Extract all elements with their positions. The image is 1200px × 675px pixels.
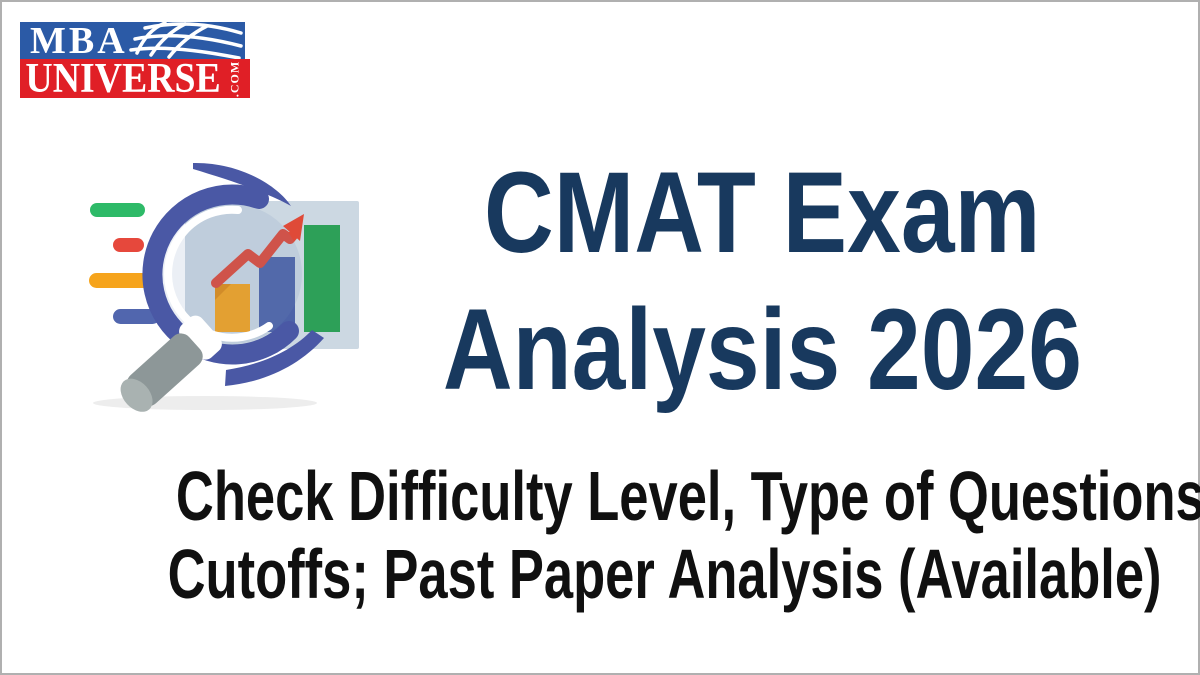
trend-arrow-line — [211, 228, 300, 288]
logo-universe-bar: UNIVERSE .COM — [20, 55, 250, 102]
chart-panel — [185, 201, 359, 349]
magnifier-ring — [142, 184, 299, 365]
speed-line-red — [113, 238, 144, 252]
subtitle: Check Difficulty Level, Type of Question… — [2, 457, 1200, 613]
magnifier-chart-illustration — [89, 162, 359, 412]
lens-tint — [162, 204, 302, 344]
lens-rim — [164, 205, 273, 342]
brand-logo: MBA UNIVERSE .COM — [20, 22, 250, 102]
subtitle-line-1: Check Difficulty Level, Type of Question… — [175, 457, 1200, 535]
logo-mba-text: MBA — [30, 22, 128, 59]
title-line-2: Analysis 2026 — [442, 286, 1082, 414]
handle-collar — [179, 315, 222, 360]
subtitle-line-2: Cutoffs; Past Paper Analysis (Available) — [167, 535, 1162, 613]
bar-orange-fold — [215, 284, 231, 300]
bar-green — [304, 225, 340, 332]
magnifier-ring-flare — [193, 162, 291, 206]
speed-lines — [89, 203, 160, 324]
handle-cap — [120, 378, 153, 412]
speed-line-blue — [113, 309, 160, 324]
logo-universe-text: UNIVERSE — [25, 55, 221, 102]
logo-mba-bar: MBA — [20, 22, 245, 59]
bar-blue — [259, 257, 295, 332]
magnifier-handle — [120, 315, 222, 412]
magnifier-icon — [120, 162, 324, 412]
globe-icon — [129, 22, 243, 59]
page-title: CMAT Exam Analysis 2026 — [382, 145, 1142, 419]
title-line-1: CMAT Exam — [483, 149, 1041, 277]
trend-arrow-head — [283, 214, 304, 241]
speed-line-green — [90, 203, 145, 217]
magnifier-swoosh — [225, 330, 324, 386]
logo-com-text: .COM — [227, 60, 242, 97]
speed-line-orange — [89, 273, 152, 288]
